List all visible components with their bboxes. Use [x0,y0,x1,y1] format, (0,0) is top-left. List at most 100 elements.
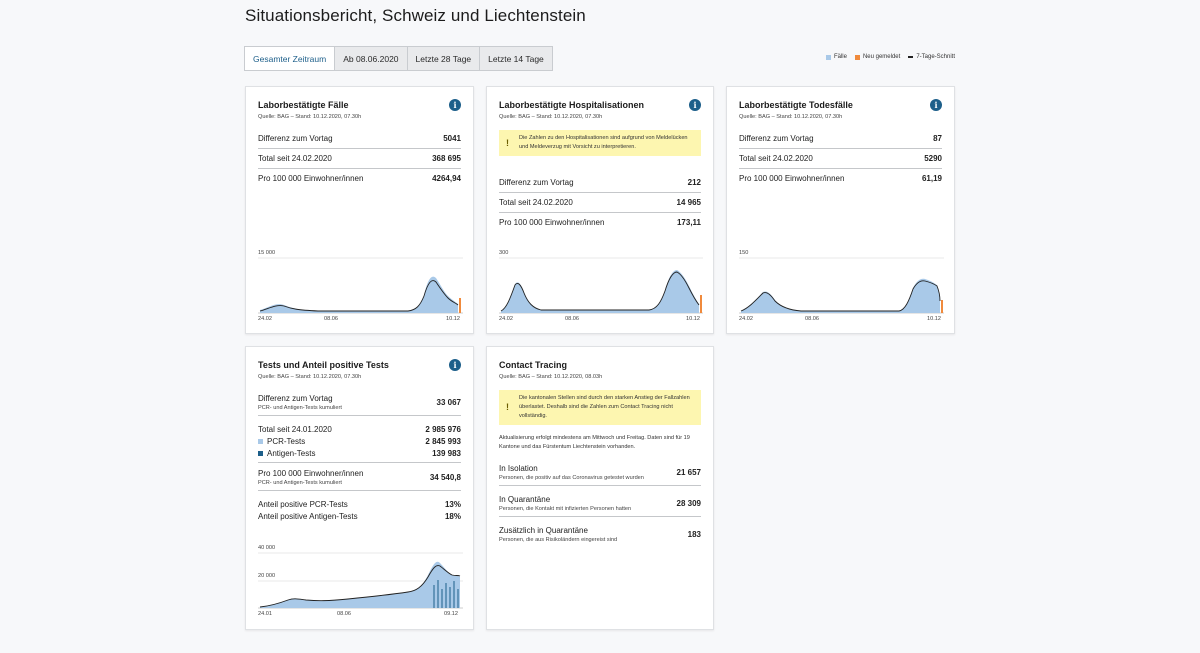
legend-item-new-reported[interactable]: Neu gemeldet [854,54,901,60]
update-info-text: Aktualisierung erfolgt mindestens am Mit… [499,435,690,450]
stat-label: Pro 100 000 Einwohner/innen [739,174,845,183]
info-icon[interactable]: i [689,99,701,111]
notice-text: Die kantonalen Stellen sind durch den st… [519,395,690,419]
stat-row-diff: Differenz zum Vortag 87 [739,134,942,149]
tracing-row-quarantine: In Quarantäne Personen, die Kontakt mit … [499,495,701,517]
chart-cases[interactable]: 15 000 24.02 08.06 10.12 [258,250,463,325]
card-title: Laborbestätigte Hospitalisationen [499,100,645,110]
legend-swatch-avg7 [908,56,914,58]
stat-label-group: Pro 100 000 Einwohner/innen PCR- und Ant… [258,469,363,486]
stat-row-positive-antigen: Anteil positive Antigen-Tests 18% [258,512,461,521]
x-axis-label: 08.06 [324,316,338,322]
x-axis-label: 08.06 [805,316,819,322]
stat-row-diff: Differenz zum Vortag 5041 [258,134,461,149]
info-icon[interactable]: i [449,359,461,371]
stat-row-antigen: Antigen-Tests 139 983 [258,449,461,463]
tab-ab-08-06-2020[interactable]: Ab 08.06.2020 [334,46,408,71]
stat-value: 33 067 [436,398,461,407]
card-title: Contact Tracing [499,360,568,370]
y-axis-mid-label: 20 000 [258,573,276,579]
page-title: Situationsbericht, Schweiz und Liechtens… [245,6,586,25]
legend-item-avg7[interactable]: 7-Tage-Schnitt [908,54,955,60]
legend-item-cases[interactable]: Fälle [825,54,847,60]
card-source: Quelle: BAG – Stand: 10.12.2020, 07.30h [739,114,843,120]
stat-value: 5290 [924,154,942,163]
stat-label: Differenz zum Vortag [499,178,574,187]
stat-label: Pro 100 000 Einwohner/innen [258,469,364,478]
notice-text: Die Zahlen zu den Hospitalisationen sind… [519,135,688,150]
chart-hospitalisations[interactable]: 300 24.02 08.06 10.12 [499,250,703,325]
legend-swatch-new-reported [854,54,860,60]
stat-row-per100k: Pro 100 000 Einwohner/innen 4264,94 [258,174,461,183]
stat-value: 173,11 [676,218,701,227]
stat-label: Differenz zum Vortag [739,134,814,143]
stat-row-diff: Differenz zum Vortag PCR- und Antigen-Te… [258,394,461,416]
stat-label: Total seit 24.02.2020 [499,198,573,207]
x-axis-label: 24.02 [739,316,753,322]
chart-svg [739,257,944,314]
x-axis-label: 24.02 [499,316,513,322]
stat-label: In Isolation [499,464,538,473]
card-deaths: Laborbestätigte Todesfälle i Quelle: BAG… [726,86,955,334]
card-source: Quelle: BAG – Stand: 10.12.2020, 07.30h [258,114,362,120]
card-source: Quelle: BAG – Stand: 10.12.2020, 07.30h [258,374,362,380]
x-axis-label: 08.06 [565,316,579,322]
y-axis-max-label: 150 [739,250,749,256]
stat-row-diff: Differenz zum Vortag 212 [499,178,701,193]
stat-label: Total seit 24.02.2020 [258,154,332,163]
stat-value: 183 [687,530,701,539]
stat-label: PCR-Tests [267,437,306,446]
antigen-swatch [258,451,263,456]
stat-label: Antigen-Tests [267,449,316,458]
y-axis-max-label: 40 000 [258,545,276,551]
stat-value: 139 983 [432,449,461,458]
stat-label: Differenz zum Vortag [258,134,333,143]
stat-value: 2 985 976 [425,425,461,434]
tab-letzte-14-tage[interactable]: Letzte 14 Tage [479,46,553,71]
card-cases: Laborbestätigte Fälle i Quelle: BAG – St… [245,86,474,334]
x-axis-label: 24.02 [258,316,272,322]
legend-label-cases: Fälle [833,54,847,60]
y-axis-max-label: 15 000 [258,250,276,256]
legend-swatch-cases [825,54,831,60]
stat-label: Differenz zum Vortag [258,394,333,403]
chart-svg [258,257,463,314]
legend-label-avg7: 7-Tage-Schnitt [916,54,955,60]
legend-label-new-reported: Neu gemeldet [862,54,901,60]
stat-row-per100k: Pro 100 000 Einwohner/innen PCR- und Ant… [258,469,461,491]
x-axis-label: 10.12 [927,316,941,322]
stat-label: Total seit 24.02.2020 [739,154,813,163]
stat-label-with-swatch: Antigen-Tests [258,449,315,458]
stat-value: 21 657 [676,468,701,477]
stat-row-total: Total seit 24.02.2020 14 965 [499,198,701,213]
stat-label: Pro 100 000 Einwohner/innen [258,174,364,183]
stat-value: 61,19 [921,174,942,183]
warning-notice: ! Die kantonalen Stellen sind durch den … [499,390,701,425]
stat-sublabel: PCR- und Antigen-Tests kumuliert [258,480,342,486]
stat-row-per100k: Pro 100 000 Einwohner/innen 61,19 [739,174,942,183]
stat-row-positive-pcr: Anteil positive PCR-Tests 13% [258,500,461,509]
stat-sublabel: Personen, die positiv auf das Coronaviru… [499,475,644,481]
stat-label-with-swatch: PCR-Tests [258,437,305,446]
chart-legend: Fälle Neu gemeldet 7-Tage-Schnitt [825,54,955,60]
chart-deaths[interactable]: 150 24.02 08.06 10.12 [739,250,944,325]
card-source: Quelle: BAG – Stand: 10.12.2020, 07.30h [499,114,603,120]
stat-label-group: In Quarantäne Personen, die Kontakt mit … [499,495,631,512]
tab-gesamter-zeitraum[interactable]: Gesamter Zeitraum [244,46,336,71]
card-contact-tracing: Contact Tracing Quelle: BAG – Stand: 10.… [486,346,714,630]
stat-row-total: Total seit 24.01.2020 2 985 976 [258,425,461,434]
info-icon[interactable]: i [930,99,942,111]
stat-value: 368 695 [432,154,461,163]
info-icon[interactable]: i [449,99,461,111]
stat-label-group: Differenz zum Vortag PCR- und Antigen-Te… [258,394,342,411]
stat-sublabel: Personen, die aus Risikoländern eingerei… [499,537,618,543]
warning-icon: ! [506,402,509,413]
chart-tests[interactable]: 40 000 20 000 24.01 08.06 09.12 [258,545,463,620]
range-tabs: Gesamter Zeitraum Ab 08.06.2020 Letzte 2… [244,46,553,71]
card-title: Laborbestätigte Fälle [258,100,349,110]
stat-label: Anteil positive PCR-Tests [258,500,348,509]
stat-value: 212 [687,178,701,187]
card-title: Tests und Anteil positive Tests [258,360,389,370]
tab-letzte-28-tage[interactable]: Letzte 28 Tage [406,46,481,71]
chart-svg [499,257,703,314]
